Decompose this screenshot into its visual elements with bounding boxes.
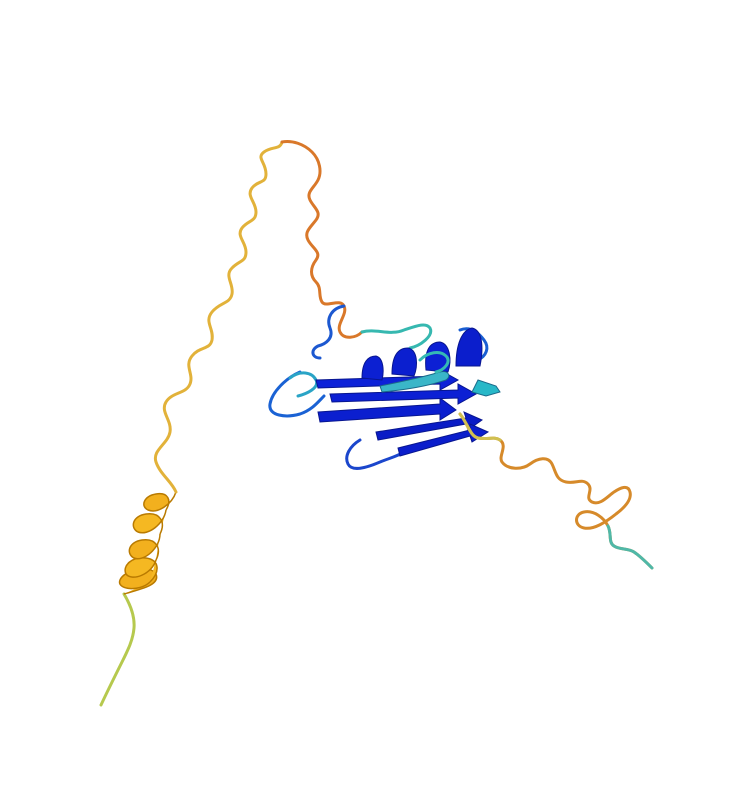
long-loop-descending xyxy=(280,140,364,339)
n-terminal-tail xyxy=(99,592,136,707)
helix xyxy=(118,491,177,595)
c-terminal-start xyxy=(458,412,502,442)
long-loop-ascending xyxy=(153,140,284,494)
c-terminal-tip xyxy=(606,524,654,570)
beta-sheet-domain xyxy=(268,304,501,470)
